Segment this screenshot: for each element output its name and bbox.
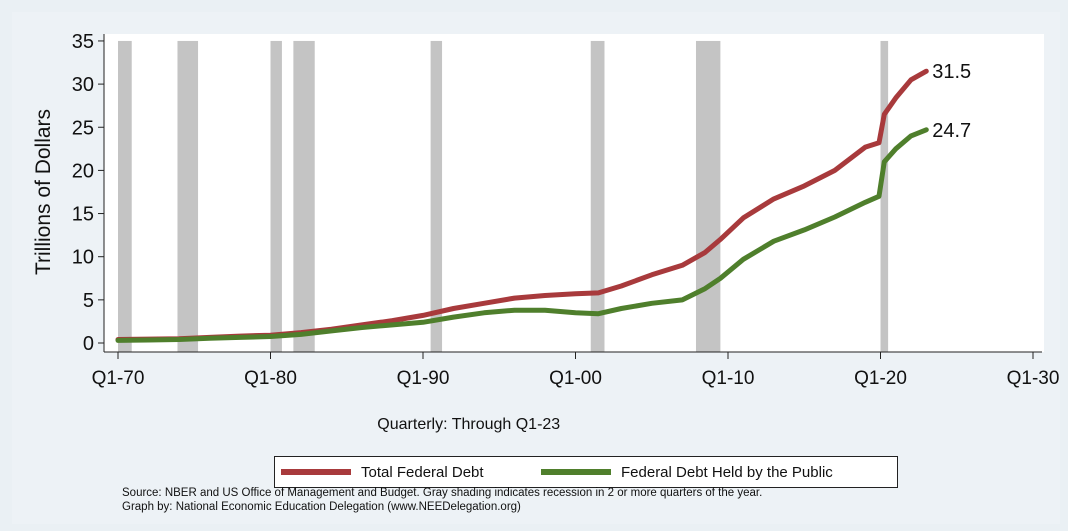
chart-frame: 0 5 10 15 20 25 30 35 Q1-70 Q1-80 Q1-90 Q1-00 Q1-10 Q… — [12, 12, 1060, 524]
legend-swatch-public-debt — [541, 469, 611, 475]
legend-label-public-debt: Federal Debt Held by the Public — [621, 463, 833, 481]
legend-label-total-debt: Total Federal Debt — [361, 463, 484, 481]
recession-band-4 — [430, 40, 443, 352]
legend-item-public-debt: Federal Debt Held by the Public — [541, 457, 833, 487]
series-end-label-1: 24.7 — [932, 120, 971, 142]
legend-item-total-debt: Total Federal Debt — [281, 457, 484, 487]
x-tick-label-2: Q1-90 — [397, 368, 450, 389]
y-tick-label-35: 35 — [72, 31, 94, 53]
y-tick-label-5: 5 — [83, 290, 94, 312]
recession-band-3 — [293, 40, 315, 352]
y-tick-label-10: 10 — [72, 247, 94, 269]
series-end-label-0: 31.5 — [932, 61, 971, 83]
legend: Total Federal Debt Federal Debt Held by … — [274, 456, 898, 488]
line-chart: 0 5 10 15 20 25 30 35 Q1-70 Q1-80 Q1-90 Q1-00 Q1-10 Q… — [32, 31, 1060, 433]
recession-band-2 — [270, 40, 282, 352]
x-tick-label-3: Q1-00 — [549, 368, 602, 389]
y-tick-label-20: 20 — [72, 160, 94, 182]
source-note: Source: NBER and US Office of Management… — [122, 487, 763, 499]
x-tick-label-0: Q1-70 — [92, 368, 145, 389]
y-tick-label-30: 30 — [72, 74, 94, 96]
y-tick-label-0: 0 — [83, 333, 94, 355]
recession-band-1 — [177, 40, 199, 352]
y-tick-label-15: 15 — [72, 204, 94, 226]
x-tick-label-4: Q1-10 — [702, 368, 755, 389]
plot-area — [104, 34, 1044, 352]
y-axis-label: Trillions of Dollars — [32, 109, 55, 275]
graph-note: Graph by: National Economic Education De… — [122, 501, 521, 513]
legend-swatch-total-debt — [281, 469, 351, 475]
x-tick-label-1: Q1-80 — [244, 368, 297, 389]
x-tick-label-5: Q1-20 — [854, 368, 907, 389]
series-line-1 — [115, 127, 929, 343]
x-axis-label: Quarterly: Through Q1-23 — [377, 416, 560, 433]
x-tick-label-6: Q1-30 — [1007, 368, 1060, 389]
y-tick-label-25: 25 — [72, 117, 94, 139]
recession-band-6 — [695, 40, 721, 352]
recession-band-0 — [118, 40, 132, 352]
recession-band-7 — [880, 40, 889, 352]
recession-band-5 — [590, 40, 605, 352]
